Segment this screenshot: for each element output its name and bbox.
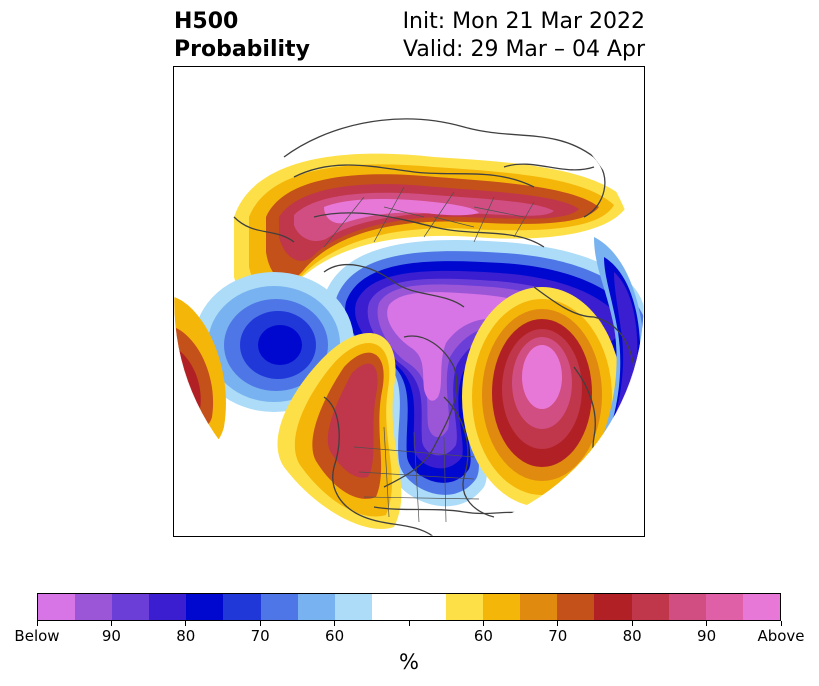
colorbar-tick [185,621,187,626]
chart-title-right: Init: Mon 21 Mar 2022 Valid: 29 Mar – 04… [403,8,645,64]
colorbar-tick [557,621,559,626]
colorbar-tick [706,621,708,626]
colorbar-tick [110,621,112,626]
colorbar-tick-label: Above [757,627,805,645]
colorbar-segment [446,594,484,620]
colorbar-segment [520,594,558,620]
colorbar-segment [594,594,632,620]
colorbar-segment [408,594,447,620]
colorbar-tick-label: 60 [473,627,493,645]
anomaly-above-eurasia [234,153,629,314]
colorbar-tick [408,621,410,626]
political-borders [323,186,535,523]
probability-colorbar [37,593,781,621]
title-init-time: Init: Mon 21 Mar 2022 [402,9,645,34]
colorbar-tick [36,621,38,626]
title-product: Probability [174,37,310,62]
colorbar-segment [668,594,706,620]
anomaly-above-westcoast [277,333,402,529]
colorbar-segment [149,594,187,620]
colorbar-tick-label: 80 [622,627,642,645]
colorbar-tick [482,621,484,626]
colorbar-tick [631,621,633,626]
colorbar-tick-label: Below [14,627,60,645]
colorbar-units-label: % [399,650,419,674]
colorbar-segment [705,594,743,620]
map-panel [173,66,645,537]
colorbar-segment [223,594,261,620]
title-variable: H500 [174,9,239,34]
colorbar-segment [742,594,780,620]
colorbar-tick-label: 90 [697,627,717,645]
colorbar-tick-label: 60 [325,627,345,645]
hemispheric-map [174,67,644,536]
colorbar-segment [186,594,224,620]
title-valid-period: Valid: 29 Mar – 04 Apr [403,37,645,62]
colorbar-segment [38,594,76,620]
colorbar-segment [557,594,595,620]
colorbar-tick [780,621,782,626]
colorbar-tick [334,621,336,626]
colorbar-segment [260,594,298,620]
colorbar-segment [631,594,669,620]
probability-field [174,67,644,536]
colorbar-segment [75,594,113,620]
coastlines [233,118,635,536]
colorbar-tick-label: 90 [101,627,121,645]
colorbar-segment [334,594,372,620]
colorbar-tick [259,621,261,626]
colorbar-segment [112,594,150,620]
colorbar-tick-label: 80 [176,627,196,645]
colorbar-segment [483,594,521,620]
colorbar-segment [297,594,335,620]
chart-title-left: H500 Probability [174,8,310,64]
colorbar-segment [371,594,409,620]
anomaly-above-atlantic [462,287,622,507]
colorbar-tick-label: 70 [548,627,568,645]
colorbar-tick-label: 70 [250,627,270,645]
